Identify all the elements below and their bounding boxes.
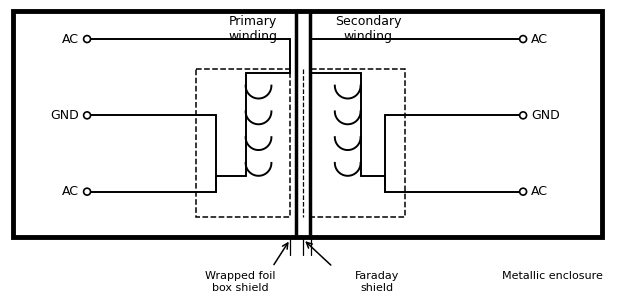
Text: AC: AC	[62, 33, 79, 46]
Text: Secondary
winding: Secondary winding	[335, 15, 401, 43]
Circle shape	[520, 36, 527, 43]
Circle shape	[84, 36, 90, 43]
Text: GND: GND	[50, 109, 79, 122]
Circle shape	[520, 112, 527, 119]
Circle shape	[520, 188, 527, 195]
Circle shape	[84, 112, 90, 119]
Circle shape	[84, 188, 90, 195]
Text: GND: GND	[531, 109, 560, 122]
Text: Primary
winding: Primary winding	[228, 15, 278, 43]
Bar	[311, 69, 405, 217]
Text: Faraday
shield: Faraday shield	[355, 271, 399, 293]
Text: AC: AC	[531, 185, 548, 198]
Text: AC: AC	[531, 33, 548, 46]
Bar	[13, 11, 603, 237]
Text: Metallic enclosure: Metallic enclosure	[502, 271, 603, 281]
Text: AC: AC	[62, 185, 79, 198]
Text: Wrapped foil
box shield: Wrapped foil box shield	[206, 271, 276, 293]
Bar	[196, 69, 290, 217]
